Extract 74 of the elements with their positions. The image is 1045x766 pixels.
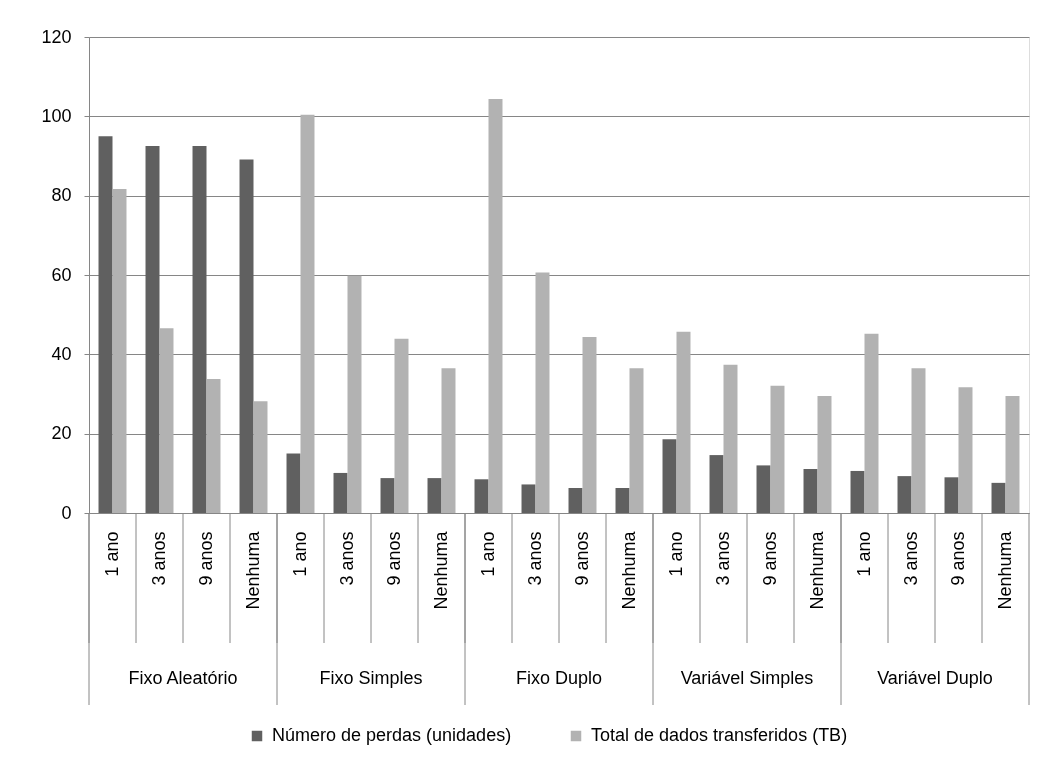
x-tick-label: 3 anos [336, 531, 357, 586]
bar [662, 439, 677, 513]
bar [991, 482, 1006, 513]
x-tick-label: Nenhuma [994, 530, 1015, 610]
bar [521, 484, 536, 513]
bar [286, 453, 301, 513]
x-tick-label: 9 anos [383, 531, 404, 586]
bar [488, 98, 503, 513]
bar [756, 465, 771, 513]
x-tick-label: 1 ano [101, 531, 122, 577]
bar [380, 478, 395, 513]
bar [629, 368, 644, 513]
bar [676, 331, 691, 513]
x-tick-label: 3 anos [148, 531, 169, 586]
x-tick-label: 9 anos [571, 531, 592, 586]
bar [159, 328, 174, 513]
bar [441, 368, 456, 513]
bar [803, 468, 818, 513]
y-tick-label: 80 [51, 185, 72, 206]
bar [850, 470, 865, 513]
bar [535, 272, 550, 513]
text: Variável Duplo [877, 668, 993, 688]
bar [300, 114, 315, 513]
y-tick-label: 20 [51, 423, 72, 444]
x-tick-label: 3 anos [712, 531, 733, 586]
y-tick-label: 100 [41, 105, 72, 126]
bar [192, 146, 207, 513]
y-tick-label: 40 [51, 343, 72, 364]
bar [394, 338, 409, 513]
text: Variável Simples [680, 668, 814, 688]
bar [253, 401, 268, 513]
bar [770, 385, 785, 513]
bar [112, 188, 127, 513]
x-tick-label: Nenhuma [430, 530, 451, 610]
bar [582, 336, 597, 513]
bar [817, 395, 832, 513]
bar [709, 455, 724, 513]
bar [239, 159, 254, 513]
y-tick-label: 60 [51, 264, 72, 285]
bar [958, 387, 973, 513]
x-tick-label: Nenhuma [618, 530, 639, 610]
bar [1005, 395, 1020, 513]
x-tick-label: 9 anos [195, 531, 216, 586]
bar [145, 146, 160, 513]
bar [474, 479, 489, 513]
legend-label: Total de dados transferidos (TB) [591, 725, 848, 745]
bar [427, 478, 442, 513]
bar [897, 476, 912, 513]
x-tick-label: Nenhuma [242, 530, 263, 610]
bar [98, 136, 113, 513]
bar [333, 472, 348, 513]
x-tick-label: 3 anos [900, 531, 921, 586]
x-tick-label: 1 ano [477, 531, 498, 577]
bar [911, 368, 926, 513]
bar [615, 488, 630, 513]
bar [723, 364, 738, 513]
bar [347, 275, 362, 513]
y-tick-label: 0 [61, 502, 72, 523]
x-tick-label: 1 ano [665, 531, 686, 577]
x-tick-label: Nenhuma [806, 530, 827, 610]
x-tick-label: 9 anos [759, 531, 780, 586]
y-tick-label: 120 [41, 26, 72, 47]
bar [944, 477, 959, 513]
x-tick-label: 1 ano [853, 531, 874, 577]
text: Fixo Simples [319, 668, 423, 688]
x-tick-label: 3 anos [524, 531, 545, 586]
bar [864, 333, 879, 513]
x-tick-label: 1 ano [289, 531, 310, 577]
text: Fixo Aleatório [128, 668, 238, 688]
text: Fixo Duplo [515, 668, 603, 688]
bar [206, 378, 221, 513]
x-tick-label: 9 anos [947, 531, 968, 586]
bar [568, 488, 583, 513]
legend-label: Número de perdas (unidades) [272, 725, 512, 745]
